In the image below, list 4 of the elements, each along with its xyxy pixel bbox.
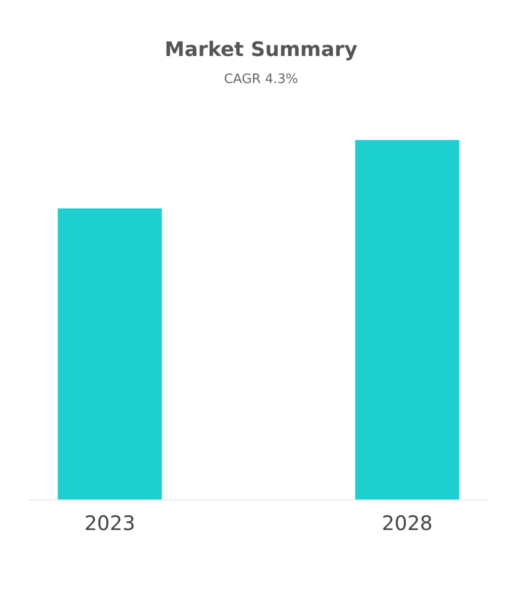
chart-subtitle: CAGR 4.3%	[224, 72, 298, 87]
x-tick-label: 2023	[84, 511, 136, 535]
x-tick-label: 2028	[382, 511, 433, 535]
chart-title: Market Summary	[164, 37, 358, 61]
